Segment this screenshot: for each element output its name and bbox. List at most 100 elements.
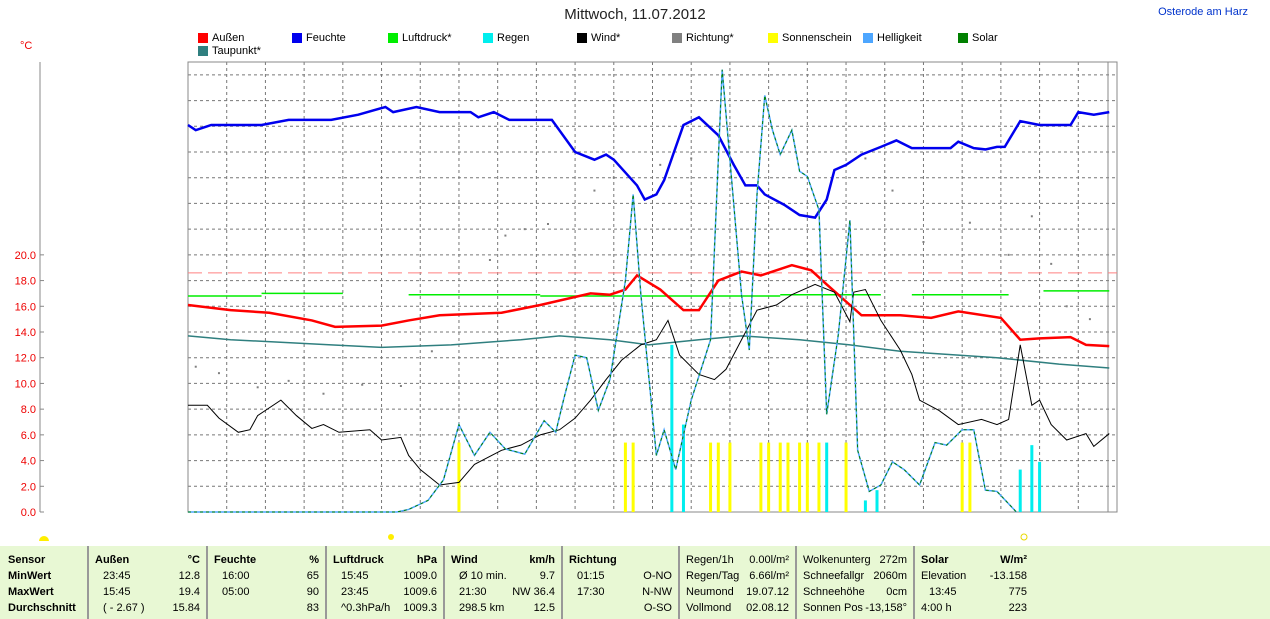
- sun-icon: [388, 534, 394, 540]
- cell-value: 0cm: [886, 586, 907, 598]
- richtung-point: [968, 221, 971, 224]
- series-line-helligkeit: [188, 69, 1017, 513]
- table-column-richtung: Richtung 01:15 O-NO 17:30 N-NW O-SO: [561, 546, 680, 619]
- regen-bar: [863, 500, 867, 512]
- richtung-point: [1030, 215, 1033, 218]
- cell-value: 0.00l/m²: [749, 554, 789, 566]
- table-column-wind: Wind km/h Ø 10 min. 9.7 21:30 NW 36.4 298.5 km…: [443, 546, 563, 619]
- legend-swatch: [672, 33, 682, 43]
- sonnenschein-bar: [716, 442, 720, 512]
- cell-value: -13,158°: [865, 602, 907, 614]
- richtung-point: [922, 241, 925, 243]
- cell-value: 15.84: [172, 602, 200, 614]
- row-label: MinWert: [8, 570, 52, 582]
- richtung-point: [612, 176, 615, 179]
- legend-item-regen: Regen: [483, 32, 529, 44]
- sonnenschein-bar: [767, 442, 771, 512]
- richtung-point: [1088, 318, 1091, 321]
- series-line-außen: [187, 263, 1110, 348]
- legend-label: Feuchte: [306, 32, 346, 44]
- y-tick-label: 16.0: [15, 301, 36, 313]
- legend-swatch: [768, 33, 778, 43]
- cell-label: 05:00: [222, 586, 250, 598]
- sonnenschein-bar: [778, 442, 782, 512]
- cell-label: Außen: [95, 554, 130, 566]
- cell-label: ( - 2.67 ): [103, 602, 145, 614]
- cell-value: 90: [306, 586, 319, 598]
- series-line-taupunkt: [187, 335, 1110, 369]
- richtung-point: [690, 157, 693, 160]
- legend-label: Regen: [497, 32, 530, 44]
- series-line-wind: [188, 283, 1110, 486]
- richtung-point: [488, 259, 491, 261]
- richtung-point: [322, 392, 325, 395]
- row-label: Sensor: [8, 554, 46, 566]
- richtung-point: [1065, 305, 1068, 308]
- cell-label: 4:00 h: [921, 602, 952, 614]
- cell-value: NW 36.4: [512, 586, 555, 598]
- legend-swatch: [292, 33, 302, 43]
- richtung-point: [287, 379, 290, 382]
- cell-value: 272m: [879, 554, 907, 566]
- sonnenschein-bar: [786, 442, 790, 512]
- legend-item-solar: Solar: [958, 32, 998, 44]
- chart-title: Mittwoch, 11.07.2012: [564, 6, 706, 23]
- series-line-solar: [188, 69, 1017, 513]
- sonnenschein-bar: [623, 442, 627, 512]
- cell-label: 23:45: [341, 586, 369, 598]
- table-column-regen: Regen/1h 0.00l/m² Regen/Tag 6.66l/m² Neumond…: [678, 546, 797, 619]
- y-tick-label: 6.0: [21, 430, 36, 442]
- table-column-feuchte: Feuchte% 16:00 65 05:00 90 83: [206, 546, 327, 619]
- legend-label: Helligkeit: [877, 32, 922, 44]
- y-tick-label: 14.0: [15, 327, 36, 339]
- cell-value: 12.8: [178, 570, 200, 582]
- legend-item-feuchte: Feuchte: [292, 32, 346, 44]
- table-column-wolken: Wolkenunterg 272m Schneefallgr 2060m Schneeh…: [795, 546, 915, 619]
- cell-label: Wolkenunterg: [803, 554, 871, 566]
- legend-item-taupunkt: Taupunkt*: [198, 45, 261, 57]
- y-tick-label: 8.0: [21, 404, 36, 416]
- cell-label: Neumond: [686, 586, 734, 598]
- location-link[interactable]: Osterode am Harz: [1158, 6, 1248, 18]
- legend-swatch: [863, 33, 873, 43]
- regen-bar: [1038, 461, 1042, 512]
- table-column-aussen: Außen °C 23:45 12.8 15:45 19.4 ( - 2.67 ) 15.84: [87, 546, 208, 619]
- table-column-solar: Solar W/m² Elevation -13.158 13:45 775 4:00 h 2…: [913, 546, 1035, 619]
- richtung-point: [1007, 253, 1010, 256]
- legend-label: Außen: [212, 32, 245, 44]
- sonnenschein-bar: [805, 442, 809, 512]
- legend-label: Luftdruck*: [402, 32, 452, 44]
- sonnenschein-bar: [968, 442, 972, 512]
- legend-swatch: [483, 33, 493, 43]
- cell-label: Ø 10 min.: [459, 570, 507, 582]
- cell-label: Richtung: [569, 554, 617, 566]
- cell-label: 13:45: [929, 586, 957, 598]
- plot-frame: [187, 61, 1118, 513]
- sonnenschein-bar: [728, 442, 732, 512]
- legend-label: Taupunkt*: [212, 45, 261, 57]
- cell-label: 15:45: [103, 586, 131, 598]
- sonnenschein-bar: [759, 442, 763, 512]
- sonnenschein-bar: [960, 442, 964, 512]
- cell-value: %: [309, 554, 319, 566]
- cell-value: 6.66l/m²: [749, 570, 789, 582]
- richtung-point: [1050, 262, 1053, 265]
- cell-value: N-NW: [642, 586, 672, 598]
- richtung-point: [523, 228, 526, 231]
- cell-value: 02.08.12: [746, 602, 789, 614]
- legend-item-helligkeit: Helligkeit: [863, 32, 922, 44]
- weather-chart: 0.0 2.0 4.0 6.0 8.0 10.0 12.0 14.0 16.0 18.0 20.0: [15, 61, 1118, 541]
- y-tick-label: 12.0: [15, 353, 36, 365]
- y-tick-label: 20.0: [15, 250, 36, 262]
- sonnenschein-bar: [817, 442, 821, 512]
- regen-bar: [1018, 469, 1022, 512]
- sonnenschein-bar: [844, 442, 848, 512]
- table-column-luftdruck: Luftdruck hPa 15:45 1009.0 23:45 1009.6 ^0.3hP…: [325, 546, 445, 619]
- moon-icon: [1020, 533, 1028, 541]
- cell-label: Luftdruck: [333, 554, 384, 566]
- cell-label: Feuchte: [214, 554, 257, 566]
- cell-label: ^0.3hPa/h: [341, 602, 391, 614]
- legend-swatch: [198, 46, 208, 56]
- cell-label: 21:30: [459, 586, 487, 598]
- sonnenschein-bar: [631, 442, 635, 512]
